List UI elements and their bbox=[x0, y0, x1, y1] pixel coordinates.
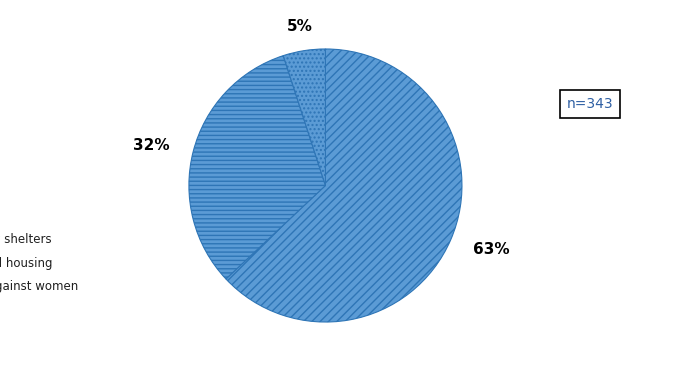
Text: 63%: 63% bbox=[473, 242, 510, 257]
Text: 32%: 32% bbox=[133, 138, 170, 153]
Wedge shape bbox=[226, 49, 462, 322]
Wedge shape bbox=[283, 49, 325, 186]
Wedge shape bbox=[189, 56, 325, 279]
Text: n=343: n=343 bbox=[567, 97, 613, 111]
Legend: Emergency shelters, Transitional housing, Violence against women
shelters: Emergency shelters, Transitional housing… bbox=[0, 233, 78, 308]
Text: 5%: 5% bbox=[287, 19, 313, 34]
